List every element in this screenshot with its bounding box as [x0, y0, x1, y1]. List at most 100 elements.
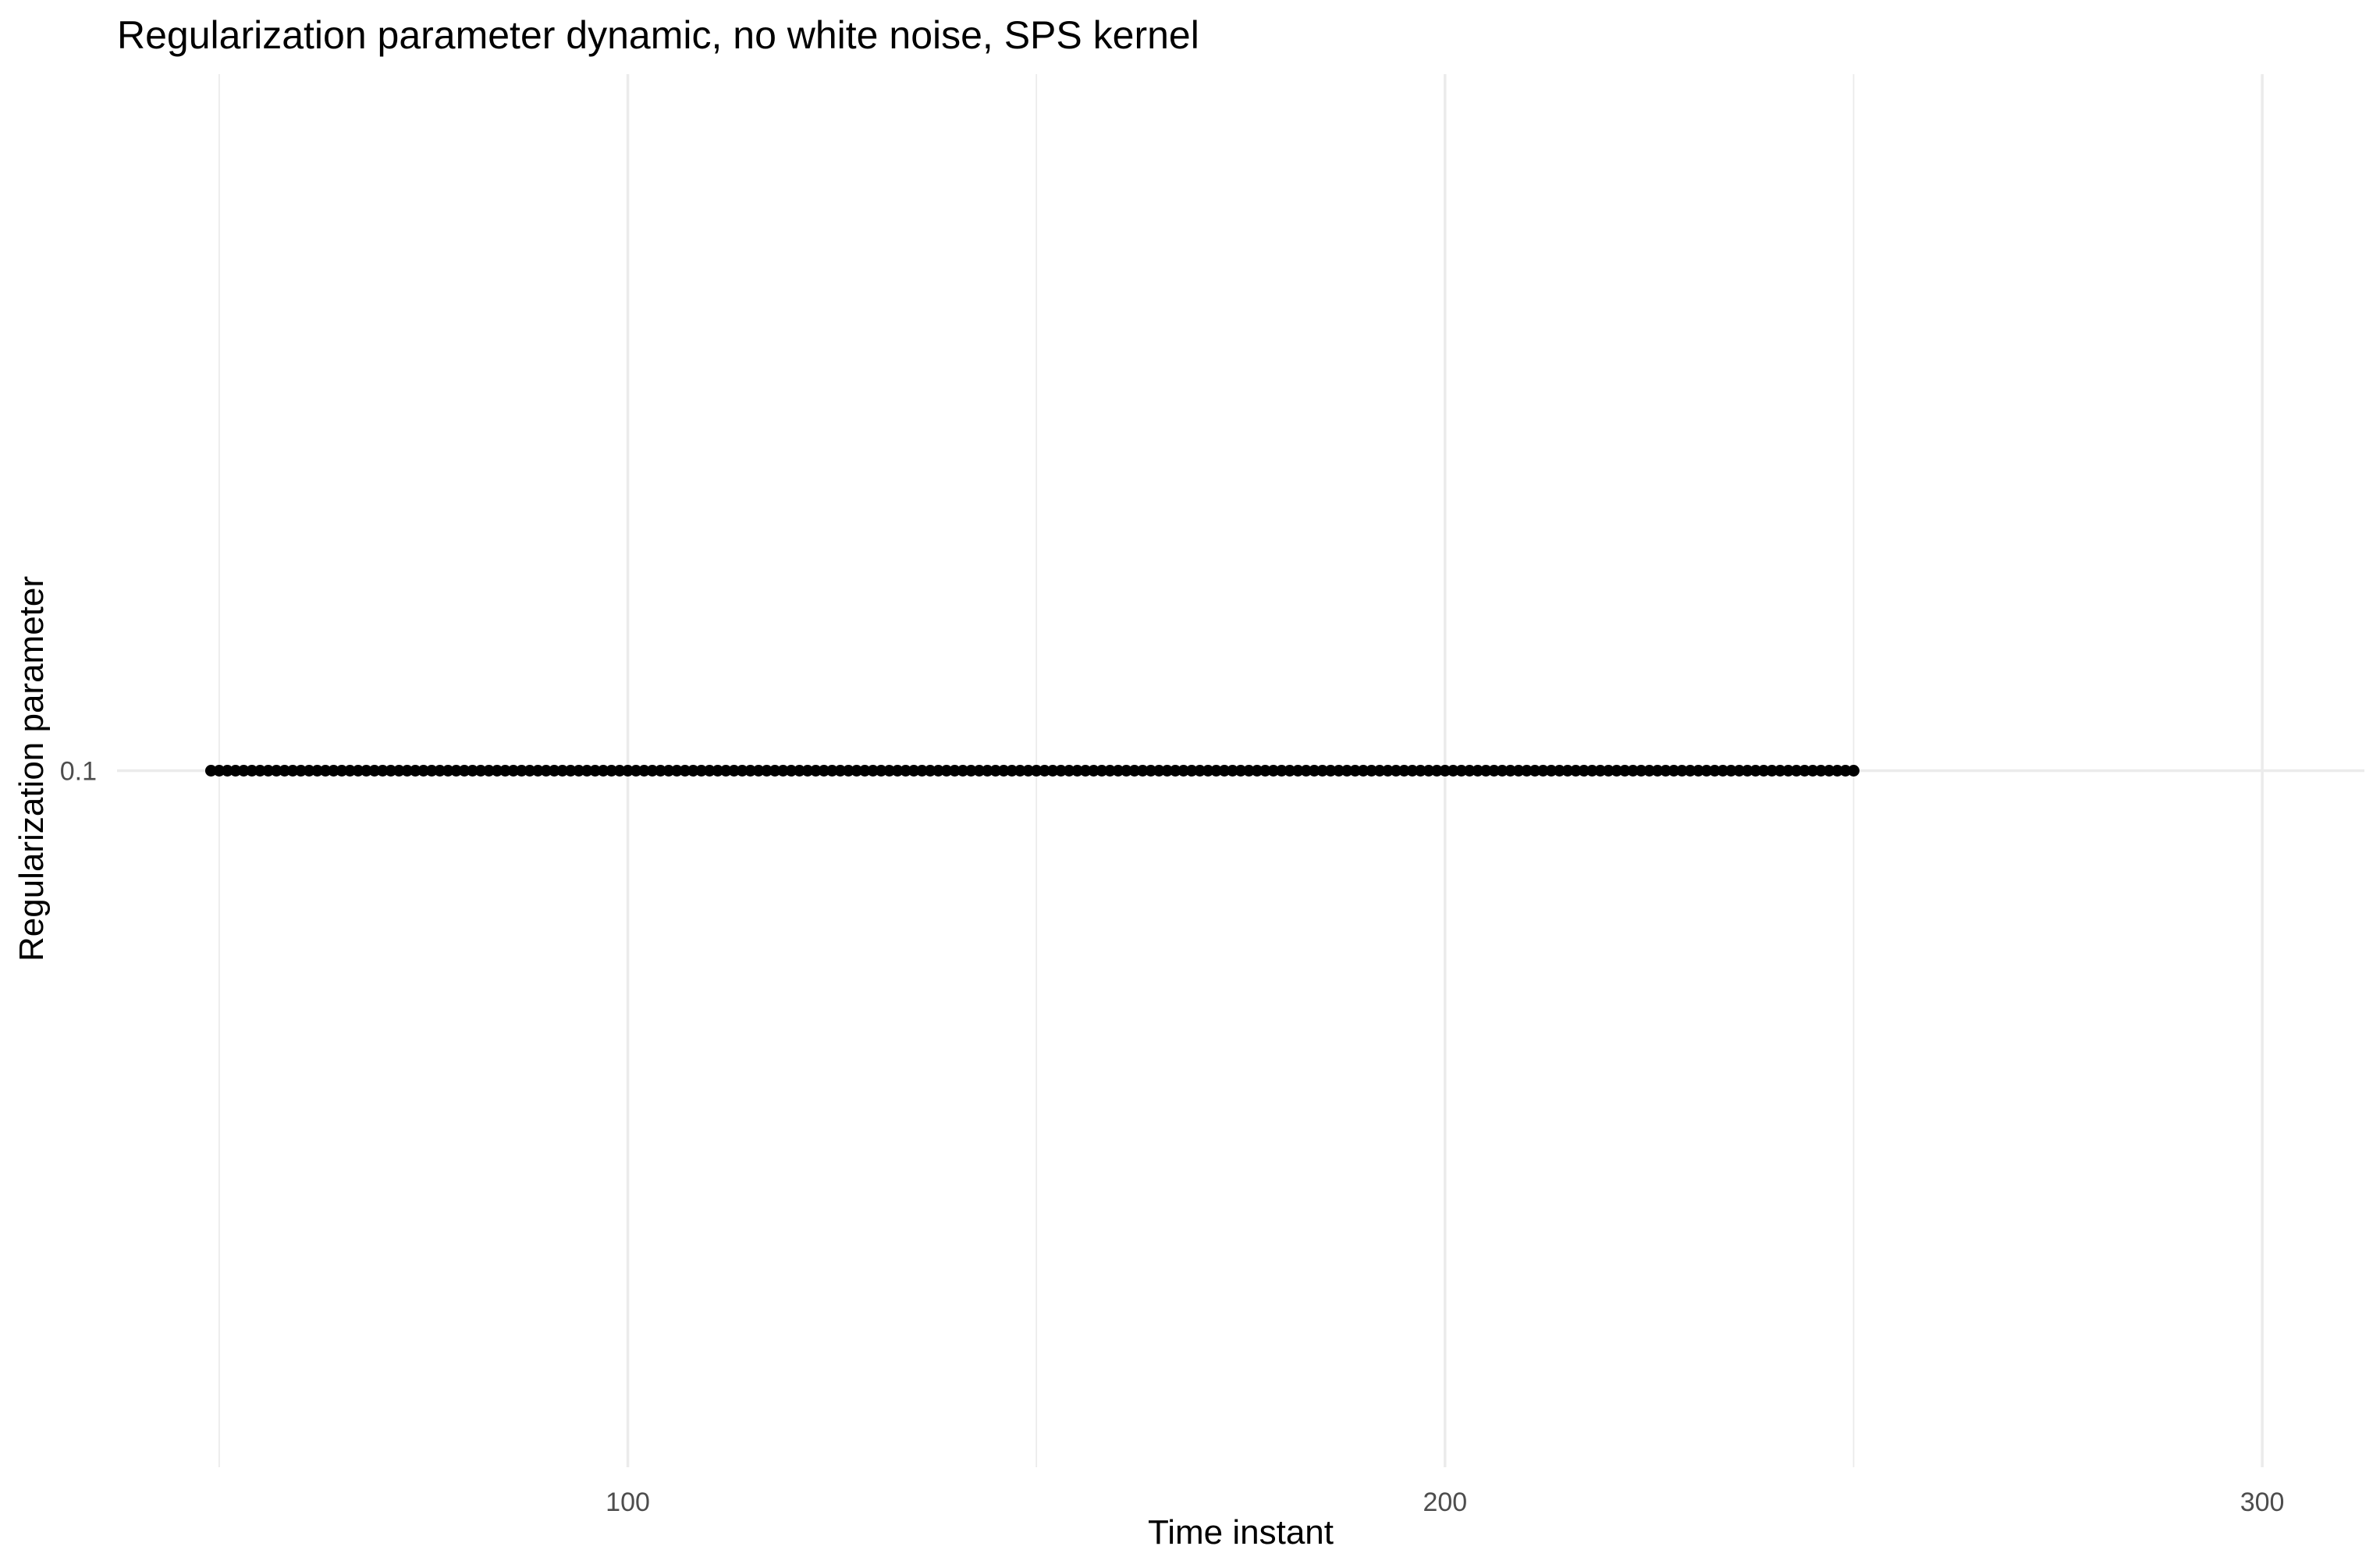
data-point: [1700, 765, 1713, 777]
data-point: [573, 765, 585, 777]
data-point: [736, 765, 748, 777]
data-point: [1161, 765, 1174, 777]
data-point: [246, 765, 258, 777]
data-point: [564, 765, 577, 777]
data-point: [908, 765, 920, 777]
data-point: [1815, 765, 1828, 777]
data-point: [1039, 765, 1051, 777]
data-point: [1324, 765, 1337, 777]
data-point: [964, 765, 977, 777]
data-point: [687, 765, 699, 777]
data-point: [1103, 765, 1116, 777]
data-point: [352, 765, 364, 777]
data-point: [834, 765, 847, 777]
data-point: [606, 765, 618, 777]
data-point: [1660, 765, 1672, 777]
data-point: [1390, 765, 1402, 777]
data-point: [450, 765, 463, 777]
data-point: [1308, 765, 1320, 777]
data-point: [1430, 765, 1443, 777]
data-point: [1782, 765, 1795, 777]
data-point: [1112, 765, 1124, 777]
data-point: [393, 765, 405, 777]
data-point: [467, 765, 479, 777]
data-point: [401, 765, 414, 777]
data-point: [425, 765, 438, 777]
data-point: [458, 765, 471, 777]
data-point: [1602, 765, 1614, 777]
y-tick-label: 0.1: [60, 757, 97, 787]
data-point: [638, 765, 650, 777]
data-point: [1398, 765, 1410, 777]
data-point: [1259, 765, 1271, 777]
data-point: [719, 765, 732, 777]
data-point: [1202, 765, 1214, 777]
data-point: [1136, 765, 1149, 777]
data-point: [1349, 765, 1362, 777]
data-points: [204, 765, 1860, 777]
data-point: [491, 765, 503, 777]
data-point: [1439, 765, 1451, 777]
data-point: [531, 765, 544, 777]
data-point: [712, 765, 724, 777]
data-point: [1455, 765, 1468, 777]
data-point: [368, 765, 381, 777]
data-point: [336, 765, 348, 777]
data-point: [842, 765, 854, 777]
data-point: [474, 765, 487, 777]
data-point: [1766, 765, 1778, 777]
data-point: [761, 765, 773, 777]
data-point: [286, 765, 299, 777]
data-point: [875, 765, 887, 777]
data-point: [1153, 765, 1165, 777]
data-point: [499, 765, 511, 777]
chart-title: Regularization parameter dynamic, no whi…: [117, 13, 1199, 57]
data-point: [1341, 765, 1353, 777]
data-point: [940, 765, 953, 777]
data-point: [695, 765, 708, 777]
data-point: [1071, 765, 1084, 777]
data-point: [785, 765, 797, 777]
data-point: [1463, 765, 1476, 777]
data-point: [1242, 765, 1255, 777]
data-point: [1275, 765, 1288, 777]
data-point: [597, 765, 609, 777]
data-point: [1267, 765, 1280, 777]
data-point: [1373, 765, 1386, 777]
data-point: [1496, 765, 1508, 777]
data-point: [1128, 765, 1141, 777]
data-point: [1504, 765, 1517, 777]
data-point: [1357, 765, 1369, 777]
data-point: [385, 765, 397, 777]
data-point: [1194, 765, 1206, 777]
data-point: [1145, 765, 1157, 777]
data-point: [229, 765, 242, 777]
data-point: [809, 765, 822, 777]
data-point: [1022, 765, 1035, 777]
data-point: [204, 765, 217, 777]
data-point: [703, 765, 716, 777]
data-point: [343, 765, 356, 777]
data-point: [1839, 765, 1852, 777]
data-point: [303, 765, 315, 777]
data-point: [1210, 765, 1223, 777]
data-point: [630, 765, 642, 777]
data-point: [891, 765, 904, 777]
data-point: [654, 765, 666, 777]
data-point: [989, 765, 1002, 777]
data-point: [589, 765, 602, 777]
data-point: [1521, 765, 1533, 777]
data-point: [1218, 765, 1231, 777]
data-point: [1079, 765, 1092, 777]
data-point: [1831, 765, 1844, 777]
data-point: [777, 765, 790, 777]
data-point: [1799, 765, 1811, 777]
data-point: [1553, 765, 1565, 777]
data-point: [613, 765, 626, 777]
data-point: [1234, 765, 1247, 777]
data-point: [1291, 765, 1304, 777]
data-point: [1382, 765, 1394, 777]
data-point: [1030, 765, 1043, 777]
data-point: [1708, 765, 1721, 777]
data-point: [1823, 765, 1835, 777]
